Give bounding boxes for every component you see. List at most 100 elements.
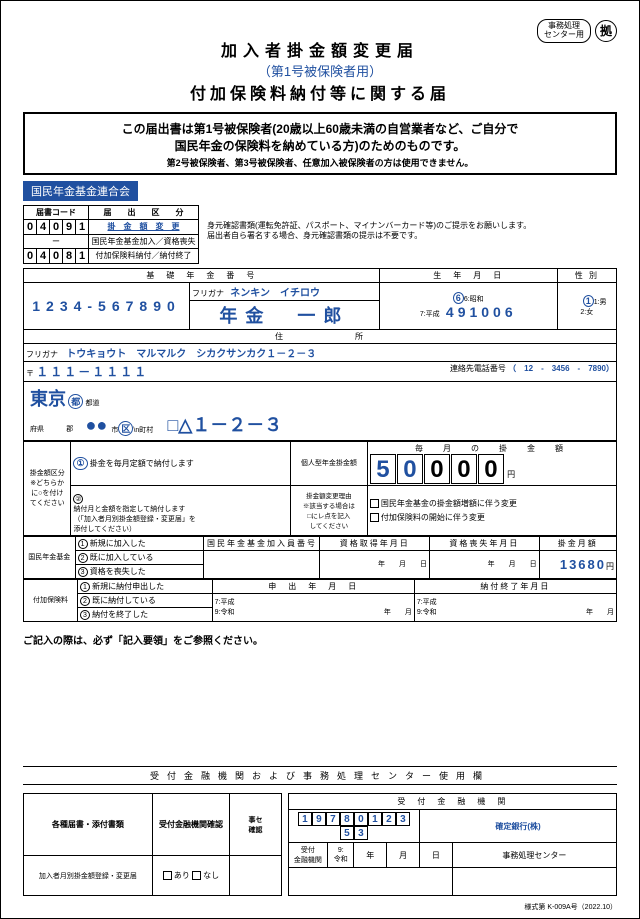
code-r1-4[interactable]: 9: [63, 219, 76, 234]
tel-block: 連絡先電話番号 （ 12 - 3456 - 7890）: [450, 363, 614, 374]
kikin-lose-cell[interactable]: 年 月 日: [430, 550, 540, 578]
addr-zip-row[interactable]: 〒 １１１－１１１１ 連絡先電話番号 （ 12 - 3456 - 7890）: [24, 361, 617, 381]
code-r3-3[interactable]: 0: [50, 248, 63, 263]
r2-label: 国民年金基金加入／資格喪失: [89, 234, 199, 248]
addr-furi-row[interactable]: フリガナ トウキョウト マルマルク シカクサンカク１－２－３: [24, 343, 617, 361]
kikin-r2[interactable]: 2 既に加入している: [75, 550, 204, 564]
reason-cell: 国民年金基金の掛金額増額に伴う変更 付加保険料の開始に伴う変更: [367, 485, 616, 535]
title-2: （第1号被保険者用）: [23, 61, 617, 80]
birth-digits: 491006: [446, 304, 517, 320]
notice-box: この届出書は第1号被保険者(20歳以上60歳未満の自営業者など、ご自分で 国民年…: [23, 112, 617, 175]
fuka-hdr-end: 納付終了年月日: [414, 579, 616, 593]
kikin-hdr-no: 国民年金基金加入員番号: [204, 536, 320, 550]
kikin-amt: 13680: [560, 557, 606, 572]
reason1-row[interactable]: 国民年金基金の掛金額増額に伴う変更: [370, 498, 614, 509]
sex-circled: 1: [583, 295, 594, 307]
col-cent: 事セ 確認: [230, 794, 282, 856]
kikin-amt-cell[interactable]: 13680円: [539, 550, 616, 578]
bottom-left-table: 各種届書・添付書類 受付金融機関確認 事セ 確認 加入者月別掛金額登録・変更届 …: [23, 793, 282, 896]
footer-note: ご記入の際は、必ず「記入要領」をご参照ください。: [23, 632, 617, 647]
kikin-no-cell[interactable]: [204, 550, 320, 578]
opt1-row[interactable]: ① 掛金を毎月定額で納付します: [71, 441, 290, 485]
tel: （ 12 - 3456 - 7890）: [508, 364, 614, 373]
code-r3-2[interactable]: 4: [37, 248, 50, 263]
addr-main-row[interactable]: 東京 都 都道 府県 郡 ●● 市区\n町村 □△１－２－３: [24, 381, 617, 440]
amount-label: 個人型年金掛金額: [290, 441, 367, 485]
opt2-text: 納付月と金額を指定して納付します （「加入者月別掛金額登録・変更届」を 添付して…: [73, 506, 196, 533]
conf-cell[interactable]: あり なし: [152, 856, 229, 896]
code-r1-2[interactable]: 4: [37, 219, 50, 234]
notice-line-1: この届出書は第1号被保険者(20歳以上60歳未満の自営業者など、ご自分で: [35, 120, 605, 137]
reason2-row[interactable]: 付加保険料の開始に伴う変更: [370, 512, 614, 523]
center-cell: 事務処理センター: [452, 843, 616, 868]
recv-y[interactable]: 年: [354, 843, 387, 868]
furigana-row[interactable]: フリガナ ネンキン イチロウ: [190, 282, 380, 300]
kikin-r3[interactable]: 3 資格を喪失した: [75, 564, 204, 578]
furi-label: フリガナ: [192, 289, 224, 298]
birth-cell[interactable]: 66:昭和 7:平成 491006: [379, 282, 557, 329]
title-3: 付加保険料納付等に関する届: [23, 80, 617, 104]
reason2-checkbox[interactable]: [370, 513, 379, 522]
digit-2: 0: [397, 454, 423, 484]
amount-hdr: 毎 月 の 掛 金 額: [370, 443, 614, 454]
amount-cell[interactable]: 毎 月 の 掛 金 額 50000 円: [367, 441, 616, 485]
fuka-r2[interactable]: 2 既に納付している: [77, 593, 212, 607]
code-r3-1[interactable]: 0: [24, 248, 37, 263]
digit-3: 0: [424, 454, 450, 484]
recv-d[interactable]: 日: [420, 843, 453, 868]
person-table: 基 礎 年 金 番 号 生 年 月 日 性 別 1234-567890 フリガナ…: [23, 268, 617, 441]
code-dash: ー: [24, 234, 89, 248]
city: ●●: [85, 415, 107, 435]
bank-name: 確定銀行(株): [420, 810, 617, 843]
person-name: 年金 一郎: [219, 306, 349, 326]
side-note-2: 届出者自ら署名する場合、身元確認書類の提示は不要です。: [207, 231, 531, 241]
col-conf: 受付金融機関確認: [152, 794, 229, 856]
fuka-app-cell[interactable]: 7:平成 9:令和 年 月: [212, 593, 414, 621]
kikin-r1[interactable]: 1 新規に加入した: [75, 536, 204, 550]
pension-number-cell[interactable]: 1234-567890: [24, 282, 190, 329]
bottom-right-table: 受 付 金 融 機 関 1978012353 確定銀行(株) 受付 金融機関 9…: [288, 793, 617, 896]
recv-digits[interactable]: 1978012353: [288, 810, 419, 843]
digit-4: 0: [451, 454, 477, 484]
reason1-text: 国民年金基金の掛金額増額に伴う変更: [381, 499, 517, 508]
digit-5: 0: [478, 454, 504, 484]
bottom-title: 受付金融機関および事務処理センター使用欄: [23, 766, 617, 785]
recv-stamp-area[interactable]: [288, 868, 452, 896]
fuka-side: 付加保険料: [24, 579, 78, 621]
recv-m[interactable]: 月: [387, 843, 420, 868]
side-note: 身元確認書類(運転免許証、パスポート、マイナンバーカード等)のご提示をお願いしま…: [207, 221, 531, 242]
recv-lbl: 受付 金融機関: [288, 843, 327, 868]
reason2-text: 付加保険料の開始に伴う変更: [381, 513, 485, 522]
digit-1: 5: [370, 454, 396, 484]
kakekin-side-label: 掛金額区分 ※どちらか に○を付け てください: [24, 441, 71, 535]
fuka-end-cell[interactable]: 7:平成 9:令和 年 月: [414, 593, 616, 621]
recv-era: 9: 令和: [328, 843, 354, 868]
form-page: 事務処理 センター用 拠 加入者掛金額変更届 （第1号被保険者用） 付加保険料納…: [0, 0, 640, 919]
pref: 東京: [30, 389, 66, 409]
code-r1-1[interactable]: 0: [24, 219, 37, 234]
title-1: 加入者掛金額変更届: [23, 37, 617, 61]
tel-label: 連絡先電話番号: [450, 364, 506, 373]
side-note-1: 身元確認書類(運転免許証、パスポート、マイナンバーカード等)のご提示をお願いしま…: [207, 221, 531, 231]
kikin-get-cell[interactable]: 年 月 日: [320, 550, 430, 578]
fuka-r1[interactable]: 1 新規に納付申出した: [77, 579, 212, 593]
code-table: 届書コード 届 出 区 分 0 4 0 9 1 掛 金 額 変 更 ー 国民年金…: [23, 205, 199, 264]
r3-label: 付加保険料納付／納付終了: [89, 248, 199, 263]
zip: １１１－１１１１: [36, 365, 148, 379]
furi-label-2: フリガナ: [26, 350, 58, 359]
sex-cell[interactable]: 11:男 2:女: [557, 282, 616, 329]
kikin-hdr-lose: 資格喪失年月日: [430, 536, 540, 550]
code-r1-5[interactable]: 1: [76, 219, 89, 234]
code-r3-4[interactable]: 8: [63, 248, 76, 263]
code-r3-5[interactable]: 1: [76, 248, 89, 263]
cent-cell[interactable]: [230, 856, 282, 896]
fuka-r3[interactable]: 3 納付を終了した: [77, 607, 212, 621]
center-stamp-area[interactable]: [452, 868, 616, 896]
opt2-row[interactable]: ② 納付月と金額を指定して納付します （「加入者月別掛金額登録・変更届」を 添付…: [71, 485, 290, 535]
code-r1-3[interactable]: 0: [50, 219, 63, 234]
name-cell[interactable]: 年金 一郎: [190, 300, 380, 329]
center-stamp: 事務処理 センター用: [537, 19, 591, 43]
gun: 郡: [66, 426, 73, 433]
reason1-checkbox[interactable]: [370, 499, 379, 508]
notice-line-2: 国民年金の保険料を納めている方)のためのものです。: [35, 137, 605, 154]
